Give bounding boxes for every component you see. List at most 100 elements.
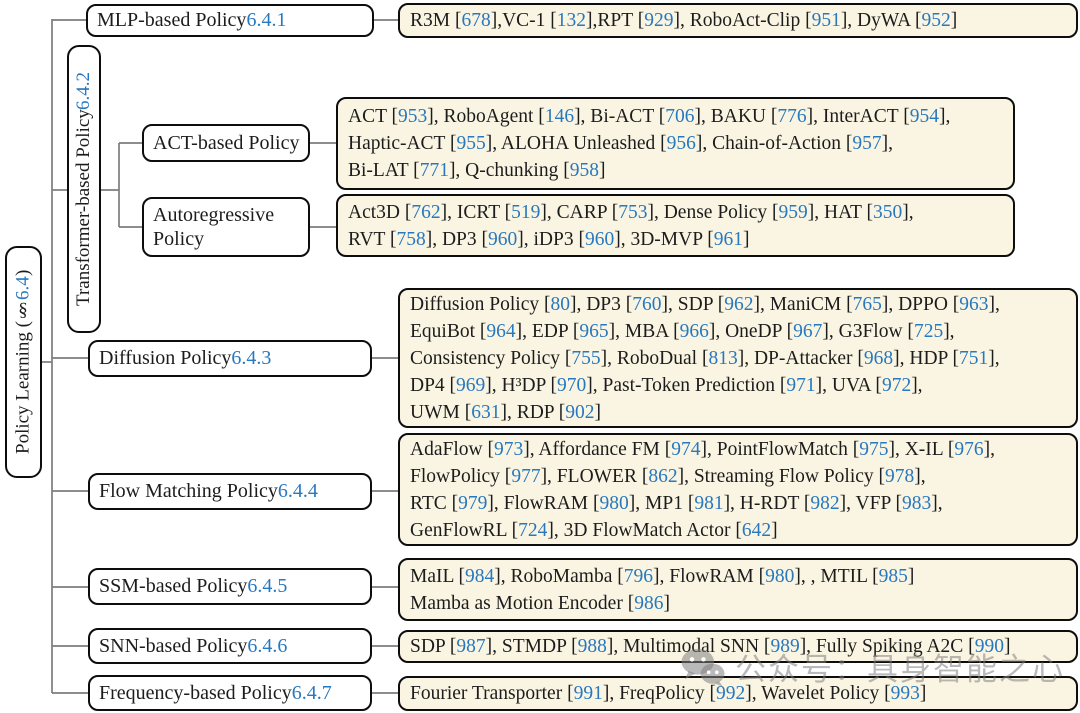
- citation-ref[interactable]: 929: [644, 10, 674, 31]
- citation-ref[interactable]: 6.4.2: [73, 71, 94, 110]
- label-text: ], Q-chunking [: [448, 160, 570, 181]
- citation-ref[interactable]: 953: [398, 106, 428, 127]
- label-text: ],: [938, 106, 951, 127]
- citation-ref[interactable]: 631: [471, 401, 501, 423]
- label-text: ], RoboMamba [: [494, 565, 624, 587]
- citation-ref[interactable]: 6.4.6: [247, 634, 288, 657]
- label-text: ]: [771, 519, 778, 541]
- citation-ref[interactable]: 862: [648, 465, 678, 487]
- citation-ref[interactable]: 776: [777, 106, 807, 127]
- citation-ref[interactable]: 706: [665, 106, 695, 127]
- citation-ref[interactable]: 6.4.4: [277, 480, 318, 502]
- citation-ref[interactable]: 751: [959, 347, 989, 369]
- citation-ref[interactable]: 970: [557, 374, 587, 396]
- citation-ref[interactable]: 990: [974, 636, 1004, 657]
- citation-ref[interactable]: 980: [599, 492, 629, 514]
- label-text: EquiBot [: [410, 320, 487, 342]
- citation-ref[interactable]: 765: [852, 293, 882, 315]
- citation-ref[interactable]: 986: [634, 592, 664, 614]
- label-text: ], iDP3 [: [517, 228, 585, 250]
- citation-ref[interactable]: 978: [885, 465, 915, 487]
- citation-ref[interactable]: 678: [461, 10, 491, 31]
- citation-ref[interactable]: 519: [511, 201, 541, 223]
- citation-ref[interactable]: 965: [579, 320, 609, 342]
- label-text: Frequency-based Policy: [99, 681, 292, 704]
- citation-ref[interactable]: 976: [954, 438, 984, 460]
- label-text: ], , MTIL [: [794, 565, 879, 587]
- citation-ref[interactable]: 961: [713, 228, 743, 250]
- citation-ref[interactable]: 966: [679, 320, 709, 342]
- citation-ref[interactable]: 6.4.1: [246, 9, 287, 31]
- citation-ref[interactable]: 350: [872, 201, 903, 223]
- citation-ref[interactable]: 988: [577, 636, 607, 657]
- citation-ref[interactable]: 989: [770, 636, 800, 657]
- label-text: ]: [907, 565, 915, 587]
- citation-ref[interactable]: 981: [694, 492, 724, 514]
- citation-ref[interactable]: 960: [488, 228, 518, 250]
- citation-ref[interactable]: 146: [544, 106, 575, 127]
- citation-ref[interactable]: 984: [465, 565, 495, 587]
- citation-ref[interactable]: 972: [881, 374, 912, 396]
- leaf-act-text: ACT [953], RoboAgent [146], Bi-ACT [706]…: [338, 101, 960, 186]
- label-text: ], DP3 [: [425, 228, 489, 250]
- label-text: ], FlowRAM [: [652, 565, 766, 587]
- leaf-diffusion-text: Diffusion Policy [80], DP3 [760], SDP [9…: [400, 289, 1010, 428]
- citation-ref[interactable]: 992: [716, 683, 746, 704]
- citation-ref[interactable]: 951: [811, 10, 841, 31]
- citation-ref[interactable]: 977: [511, 465, 541, 487]
- citation-ref[interactable]: 902: [565, 401, 595, 423]
- citation-ref[interactable]: 755: [571, 347, 601, 369]
- citation-ref[interactable]: 771: [419, 160, 449, 181]
- citation-ref[interactable]: 974: [671, 438, 701, 460]
- citation-ref[interactable]: 975: [859, 438, 889, 460]
- citation-ref[interactable]: 955: [456, 133, 486, 154]
- citation-ref[interactable]: 80: [550, 293, 570, 315]
- citation-ref[interactable]: 979: [458, 492, 488, 514]
- citation-ref[interactable]: 969: [456, 374, 486, 396]
- citation-ref[interactable]: 813: [708, 347, 738, 369]
- citation-ref[interactable]: 960: [584, 228, 615, 250]
- label-text: Diffusion Policy [: [410, 293, 551, 315]
- citation-ref[interactable]: 762: [411, 201, 441, 223]
- citation-ref[interactable]: 958: [569, 160, 599, 181]
- citation-ref[interactable]: 724: [518, 519, 548, 541]
- citation-ref[interactable]: 980: [765, 565, 795, 587]
- citation-ref[interactable]: 753: [618, 201, 648, 223]
- citation-ref[interactable]: 964: [486, 320, 516, 342]
- citation-ref[interactable]: 6.4: [12, 276, 34, 301]
- citation-ref[interactable]: 987: [456, 636, 486, 657]
- label-text: ], ICRT [: [440, 201, 512, 223]
- citation-ref[interactable]: 962: [724, 293, 754, 315]
- citation-ref[interactable]: 6.4.7: [291, 681, 332, 704]
- citation-ref[interactable]: 760: [632, 293, 662, 315]
- citation-ref[interactable]: 963: [959, 293, 989, 315]
- citation-ref[interactable]: 956: [666, 133, 696, 154]
- label-text: Haptic-ACT [: [348, 133, 457, 154]
- citation-ref[interactable]: 796: [623, 565, 653, 587]
- citation-ref[interactable]: 971: [786, 374, 816, 396]
- leaf-snn-text: SDP [987], STMDP [988], Multimodal SNN […: [400, 631, 1020, 662]
- citation-ref[interactable]: 954: [909, 106, 939, 127]
- citation-ref[interactable]: 132: [556, 10, 587, 31]
- citation-ref[interactable]: 982: [810, 492, 840, 514]
- citation-ref[interactable]: 983: [901, 492, 932, 514]
- citation-ref[interactable]: 725: [913, 320, 944, 342]
- citation-ref[interactable]: 967: [793, 320, 823, 342]
- citation-ref[interactable]: 6.4.3: [231, 347, 272, 369]
- citation-ref[interactable]: 968: [863, 347, 894, 369]
- citation-ref[interactable]: 957: [852, 133, 882, 154]
- citation-ref[interactable]: 758: [396, 228, 426, 250]
- label-text: Transformer-based Policy: [73, 109, 94, 307]
- citation-ref[interactable]: 973: [493, 438, 524, 460]
- citation-ref[interactable]: 952: [921, 10, 951, 31]
- citation-ref[interactable]: 985: [878, 565, 908, 587]
- citation-ref[interactable]: 6.4.5: [247, 575, 288, 597]
- citation-ref[interactable]: 642: [741, 519, 772, 541]
- citation-ref[interactable]: 991: [573, 683, 603, 704]
- node-diffusion-policy: Diffusion Policy 6.4.3: [88, 340, 372, 377]
- label-text: ]: [663, 592, 670, 614]
- citation-ref[interactable]: 993: [890, 683, 920, 704]
- leaf-snn-citations: SDP [987], STMDP [988], Multimodal SNN […: [398, 630, 1078, 663]
- citation-ref[interactable]: 959: [778, 201, 808, 223]
